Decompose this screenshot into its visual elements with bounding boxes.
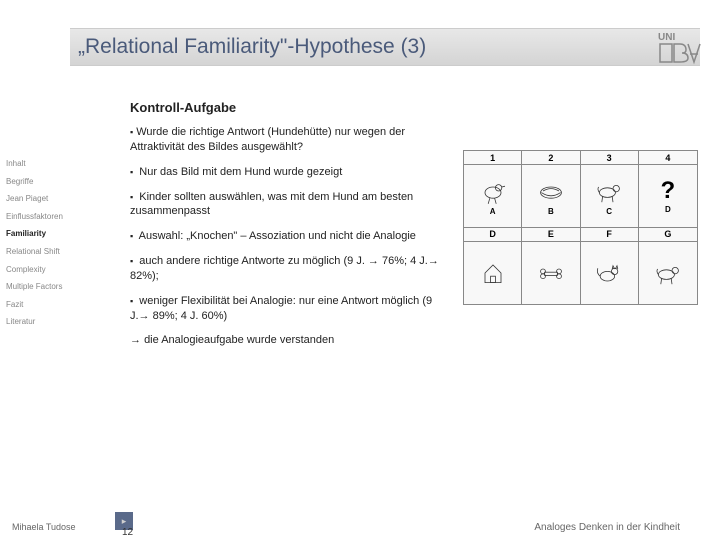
svg-text:UNI: UNI bbox=[658, 32, 675, 43]
footer-author: Mihaela Tudose bbox=[0, 522, 115, 532]
bullet-5: auch andere richtige Antworte zu möglich… bbox=[130, 254, 440, 284]
fig-num-3: 3 bbox=[581, 151, 639, 165]
footer-subject: Analoges Denken in der Kindheit bbox=[534, 522, 680, 533]
fig-cell-question: ? D bbox=[639, 165, 697, 228]
sidebar-nav: Inhalt Begriffe Jean Piaget Einflussfakt… bbox=[6, 155, 111, 331]
sidebar-item-inhalt[interactable]: Inhalt bbox=[6, 155, 111, 173]
sidebar-item-begriffe[interactable]: Begriffe bbox=[6, 173, 111, 191]
fig-letter-f: F bbox=[581, 228, 639, 242]
bullet-3: Kinder sollten auswählen, was mit dem Hu… bbox=[130, 190, 440, 220]
sidebar-item-literatur[interactable]: Literatur bbox=[6, 313, 111, 331]
fig-cell-bone bbox=[522, 242, 580, 305]
doghouse-icon bbox=[477, 257, 509, 289]
footer: Mihaela Tudose ▸ 12 Analoges Denken in d… bbox=[0, 514, 720, 540]
dog-icon bbox=[593, 175, 625, 207]
question-mark-icon: ? bbox=[661, 177, 676, 205]
bullet-4: Auswahl: „Knochen" – Assoziation und nic… bbox=[130, 229, 440, 244]
conclusion: die Analogieaufgabe wurde verstanden bbox=[130, 333, 440, 348]
sidebar-item-multiple-factors[interactable]: Multiple Factors bbox=[6, 278, 111, 296]
fig-cell-cat bbox=[581, 242, 639, 305]
sidebar-item-fazit[interactable]: Fazit bbox=[6, 296, 111, 314]
dog2-icon bbox=[652, 257, 684, 289]
bird-icon bbox=[477, 175, 509, 207]
nest-icon bbox=[535, 175, 567, 207]
sidebar-item-relational-shift[interactable]: Relational Shift bbox=[6, 243, 111, 261]
title-bar: „Relational Familiarity"-Hypothese (3) bbox=[70, 28, 700, 66]
fig-num-1: 1 bbox=[464, 151, 522, 165]
fig-num-4: 4 bbox=[639, 151, 697, 165]
fig-cell-doghouse bbox=[464, 242, 522, 305]
fig-cell-nest: B bbox=[522, 165, 580, 228]
fig-letter-d: D bbox=[464, 228, 522, 242]
fig-letter-g: G bbox=[639, 228, 697, 242]
sidebar-item-einflussfaktoren[interactable]: Einflussfaktoren bbox=[6, 208, 111, 226]
university-logo: UNI bbox=[654, 22, 702, 70]
fig-cell-dog2 bbox=[639, 242, 697, 305]
stimulus-figure: 1 2 3 4 A B C ? D D E F G bbox=[463, 150, 698, 305]
sidebar-item-piaget[interactable]: Jean Piaget bbox=[6, 190, 111, 208]
sidebar-item-familiarity[interactable]: Familiarity bbox=[6, 225, 111, 243]
bone-icon bbox=[535, 257, 567, 289]
main-content: Kontroll-Aufgabe Wurde die richtige Antw… bbox=[130, 100, 440, 358]
bullet-1: Wurde die richtige Antwort (Hundehütte) … bbox=[130, 125, 440, 155]
cat-icon bbox=[593, 257, 625, 289]
sidebar-item-complexity[interactable]: Complexity bbox=[6, 261, 111, 279]
fig-cell-dog: C bbox=[581, 165, 639, 228]
bullet-2: Nur das Bild mit dem Hund wurde gezeigt bbox=[130, 165, 440, 180]
fig-cell-bird: A bbox=[464, 165, 522, 228]
section-heading: Kontroll-Aufgabe bbox=[130, 100, 440, 115]
bullet-6: weniger Flexibilität bei Analogie: nur e… bbox=[130, 294, 440, 324]
fig-letter-e: E bbox=[522, 228, 580, 242]
fig-num-2: 2 bbox=[522, 151, 580, 165]
page-title: „Relational Familiarity"-Hypothese (3) bbox=[70, 35, 426, 59]
page-number: 12 bbox=[122, 527, 133, 538]
